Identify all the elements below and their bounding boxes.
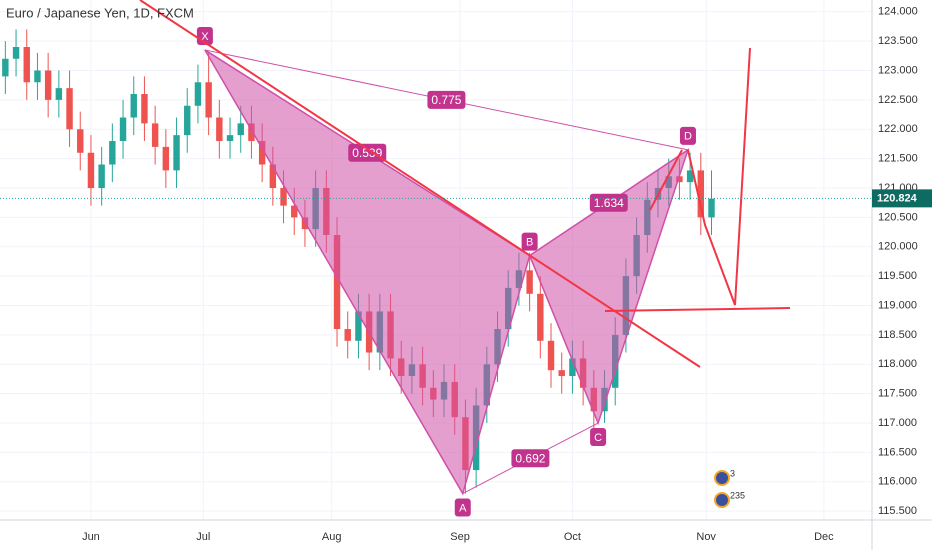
point-box: [521, 232, 538, 251]
y-tick-label: 115.500: [878, 505, 917, 517]
candle-body: [697, 170, 705, 218]
candle-body: [569, 358, 576, 377]
point-label: B: [526, 236, 533, 248]
candle-body: [141, 94, 148, 124]
y-tick-label: 124.000: [878, 6, 918, 18]
ratio-label: 0.539: [352, 146, 382, 160]
y-tick-label: 117.000: [878, 417, 917, 429]
candle-body: [55, 88, 63, 100]
y-tick-label: 117.500: [878, 388, 917, 400]
projection-line: [687, 47, 751, 306]
ratio-label: 0.775: [431, 93, 461, 107]
candle-body: [216, 117, 223, 142]
candle-body: [547, 340, 555, 371]
candle-body: [333, 235, 341, 330]
candle-body: [258, 141, 266, 165]
candle-body: [237, 123, 244, 136]
badge-icon: [714, 470, 730, 486]
candle-body: [109, 141, 116, 165]
candle-body: [708, 198, 715, 218]
ratio-label: 1.634: [594, 196, 624, 210]
candle-body: [686, 170, 694, 183]
candle-body: [98, 164, 105, 189]
y-tick-label: 122.500: [878, 94, 918, 106]
badge-count: 235: [730, 490, 745, 500]
badge-count: 3: [730, 468, 735, 478]
candle-body: [526, 270, 533, 294]
point-label: X: [201, 31, 209, 43]
y-tick-label: 116.000: [878, 476, 917, 488]
x-tick-label: Jun: [82, 531, 100, 543]
candle-body: [676, 176, 683, 183]
candle-body: [12, 47, 20, 59]
point-box: [679, 126, 696, 145]
candle-body: [269, 164, 277, 189]
last-price-box: [872, 189, 932, 208]
y-tick-label: 121.500: [878, 153, 918, 165]
candle-body: [130, 94, 137, 118]
y-tick-label: 118.000: [878, 358, 917, 370]
candle-body: [119, 117, 127, 142]
y-tick-label: 116.500: [878, 446, 917, 458]
y-tick-label: 118.500: [878, 329, 917, 341]
point-label: C: [594, 432, 602, 444]
candle-body: [2, 58, 9, 77]
candle-body: [280, 188, 287, 206]
y-tick-label: 119.500: [878, 270, 917, 282]
ratio-box: [427, 90, 466, 109]
candle-body: [162, 146, 170, 171]
candle-body: [226, 135, 234, 142]
candle-body: [44, 70, 52, 100]
candle-body: [87, 152, 95, 189]
x-tick-label: Aug: [322, 531, 342, 543]
point-box: [454, 498, 471, 517]
candle-body: [173, 135, 180, 171]
candle-body: [66, 88, 73, 130]
y-tick-label: 120.500: [878, 211, 918, 223]
point-label: D: [684, 131, 692, 143]
last-price-label: 120.824: [877, 192, 918, 204]
candle-body: [537, 293, 544, 341]
y-tick-label: 120.000: [878, 241, 918, 253]
x-tick-label: Dec: [814, 531, 834, 543]
x-tick-label: Oct: [564, 531, 581, 543]
candle-body: [34, 70, 41, 83]
x-tick-label: Nov: [696, 531, 716, 543]
support-line: [604, 307, 791, 312]
ratio-box: [348, 143, 387, 162]
chart-title: Euro / Japanese Yen, 1D, FXCM: [6, 5, 194, 20]
ratio-box: [511, 449, 550, 468]
candle-body: [355, 311, 362, 341]
candle-body: [77, 129, 84, 153]
candle-body: [558, 370, 565, 377]
x-tick-label: Jul: [196, 531, 210, 543]
leg-line: [649, 149, 683, 211]
y-tick-label: 119.000: [878, 299, 917, 311]
harmonic-pattern: 0.539 0.775 1.634 0.692 X A B C D: [196, 26, 696, 517]
candle-body: [291, 205, 298, 218]
point-label: A: [459, 502, 467, 514]
trend-line: [139, 0, 701, 368]
candle-body: [205, 82, 212, 118]
badge-icon: [714, 492, 730, 508]
y-tick-label: 123.000: [878, 64, 918, 76]
candle-body: [344, 329, 351, 341]
candle-body: [151, 123, 159, 147]
y-tick-label: 122.000: [878, 123, 918, 135]
candle-body: [23, 47, 30, 83]
y-tick-label: 123.500: [878, 35, 918, 47]
candle-body: [248, 123, 255, 142]
ratio-label: 0.692: [515, 451, 545, 465]
candle-body: [184, 105, 191, 136]
candle-body: [194, 82, 202, 106]
drawings: [139, 0, 791, 368]
point-box: [590, 428, 607, 447]
x-tick-label: Sep: [450, 531, 470, 543]
